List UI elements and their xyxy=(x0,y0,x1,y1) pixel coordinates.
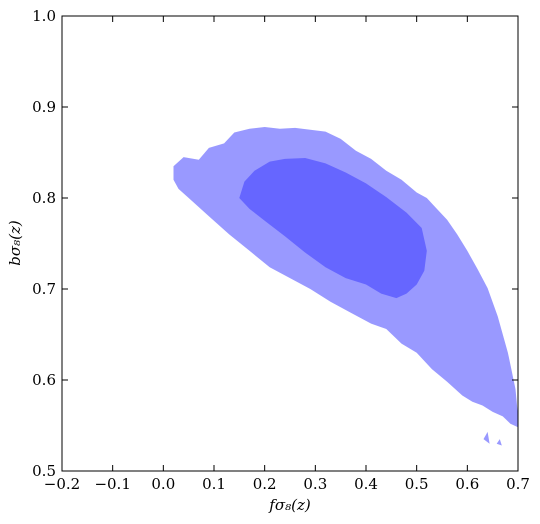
y-axis-label: bσ₈(z) xyxy=(6,220,24,266)
x-tick-label: 0.0 xyxy=(151,475,175,493)
y-tick-label: 0.6 xyxy=(32,371,56,389)
x-tick-label: 0.2 xyxy=(253,475,277,493)
y-tick-label: 1.0 xyxy=(32,7,56,25)
x-axis-label: fσ₈(z) xyxy=(268,496,311,514)
x-tick-label: 0.4 xyxy=(354,475,378,493)
plot-frame xyxy=(61,15,519,472)
outer-confidence-region-3 xyxy=(496,439,502,446)
x-tick-label: 0.1 xyxy=(202,475,226,493)
x-tick-label: 0.7 xyxy=(506,475,530,493)
axis-ticks: −0.2 −0.1 0.0 0.1 0.2 0.3 0.4 0.5 0.6 0.7 0.5 0.6 0.… xyxy=(32,7,530,493)
y-tick-label: 0.9 xyxy=(32,98,56,116)
y-tick-label: 0.8 xyxy=(32,189,56,207)
x-tick-label: 0.5 xyxy=(405,475,429,493)
confidence-regions xyxy=(173,127,518,446)
inner-confidence-region-1 xyxy=(239,158,427,299)
outer-confidence-region-2 xyxy=(483,431,490,444)
y-tick-label: 0.5 xyxy=(32,462,56,480)
x-tick-label: −0.2 xyxy=(44,475,80,493)
x-tick-label: 0.6 xyxy=(455,475,479,493)
x-tick-label: −0.1 xyxy=(94,475,130,493)
x-tick-label: 0.3 xyxy=(303,475,327,493)
y-tick-label: 0.7 xyxy=(32,280,56,298)
